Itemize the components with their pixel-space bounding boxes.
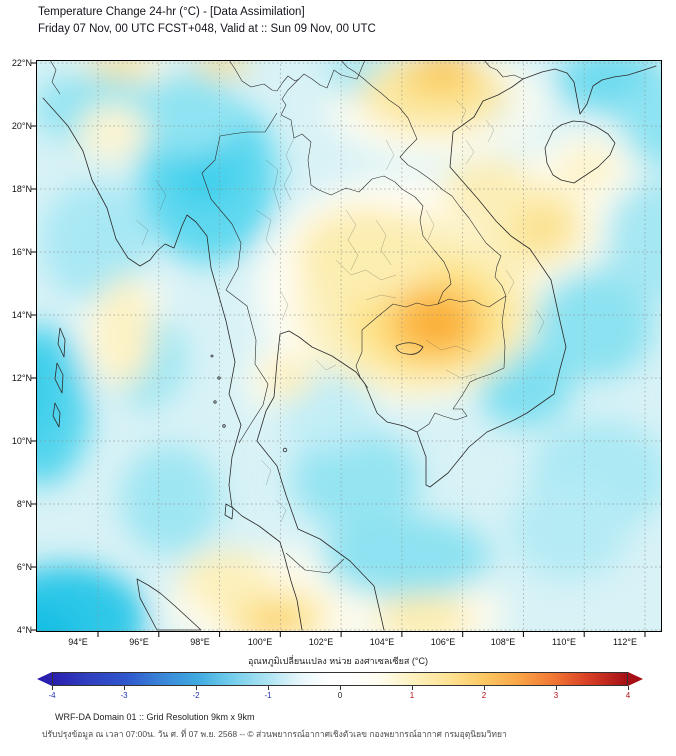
y-tick-label: 10°N bbox=[11, 436, 32, 446]
chart-title: Temperature Change 24-hr (°C) - [Data As… bbox=[38, 6, 305, 18]
colorbar-tick-mark bbox=[268, 686, 269, 690]
province-borders bbox=[135, 99, 545, 523]
x-tick-label: 106°E bbox=[430, 637, 456, 647]
map-canvas bbox=[31, 60, 662, 637]
y-tick-label: 14°N bbox=[11, 310, 32, 320]
x-tick-label: 98°E bbox=[190, 637, 210, 647]
map-frame bbox=[36, 60, 662, 632]
colorbar-tick-label: -1 bbox=[264, 691, 272, 700]
x-tick-label: 104°E bbox=[369, 637, 395, 647]
y-tick-label: 4°N bbox=[16, 625, 32, 635]
y-tick-label: 20°N bbox=[11, 121, 32, 131]
x-tick-label: 110°E bbox=[552, 637, 576, 647]
x-tick-label: 108°E bbox=[490, 637, 516, 647]
colorbar-tick-label: -3 bbox=[120, 691, 128, 700]
x-tick-label: 112°E bbox=[613, 637, 637, 647]
colorbar-tick-mark bbox=[340, 686, 341, 690]
colorbar-tick-label: 1 bbox=[409, 691, 415, 700]
colorbar-right-arrow bbox=[628, 672, 643, 686]
colorbar-tick-label: -2 bbox=[192, 691, 200, 700]
colorbar-tick-mark bbox=[628, 686, 629, 690]
colorbar-tick-mark bbox=[52, 686, 53, 690]
colorbar-tick-label: 0 bbox=[337, 691, 343, 700]
x-tick-label: 96°E bbox=[129, 637, 149, 647]
x-tick-label: 100°E bbox=[247, 637, 273, 647]
y-tick-label: 6°N bbox=[16, 562, 32, 572]
colorbar-label: อุณหภูมิเปลี่ยนแปลง หน่วย องศาเซลเซียส (… bbox=[248, 656, 428, 666]
y-tick-label: 18°N bbox=[11, 184, 32, 194]
colorbar-tick-label: 3 bbox=[553, 691, 559, 700]
x-tick-label: 94°E bbox=[68, 637, 88, 647]
colorbar-tick-label: -4 bbox=[48, 691, 56, 700]
colorbar-left-arrow bbox=[37, 672, 52, 686]
y-tick-label: 22°N bbox=[11, 58, 32, 68]
map-plot-area bbox=[31, 60, 662, 637]
axis-tick-marks bbox=[31, 62, 646, 637]
colorbar-tick-mark bbox=[124, 686, 125, 690]
y-tick-label: 16°N bbox=[11, 247, 32, 257]
colorbar-tick-label: 2 bbox=[481, 691, 487, 700]
temperature-field bbox=[36, 60, 662, 632]
footer-domain-info: WRF-DA Domain 01 :: Grid Resolution 9km … bbox=[55, 712, 255, 722]
colorbar-tick-mark bbox=[484, 686, 485, 690]
footer-update-credit: ปรับปรุงข้อมูล ณ เวลา 07:00น. วัน ศ. ที่… bbox=[42, 729, 507, 739]
x-tick-label: 102°E bbox=[308, 637, 334, 647]
colorbar-gradient-bar bbox=[52, 672, 628, 686]
chart-subtitle: Friday 07 Nov, 00 UTC FCST+048, Valid at… bbox=[38, 23, 376, 35]
colorbar-tick-mark bbox=[556, 686, 557, 690]
colorbar-tick-mark bbox=[412, 686, 413, 690]
colorbar-tick-mark bbox=[196, 686, 197, 690]
country-borders bbox=[49, 60, 524, 574]
coastlines bbox=[42, 65, 657, 631]
y-tick-label: 12°N bbox=[11, 373, 32, 383]
colorbar-tick-label: 4 bbox=[625, 691, 631, 700]
y-tick-label: 8°N bbox=[16, 499, 32, 509]
